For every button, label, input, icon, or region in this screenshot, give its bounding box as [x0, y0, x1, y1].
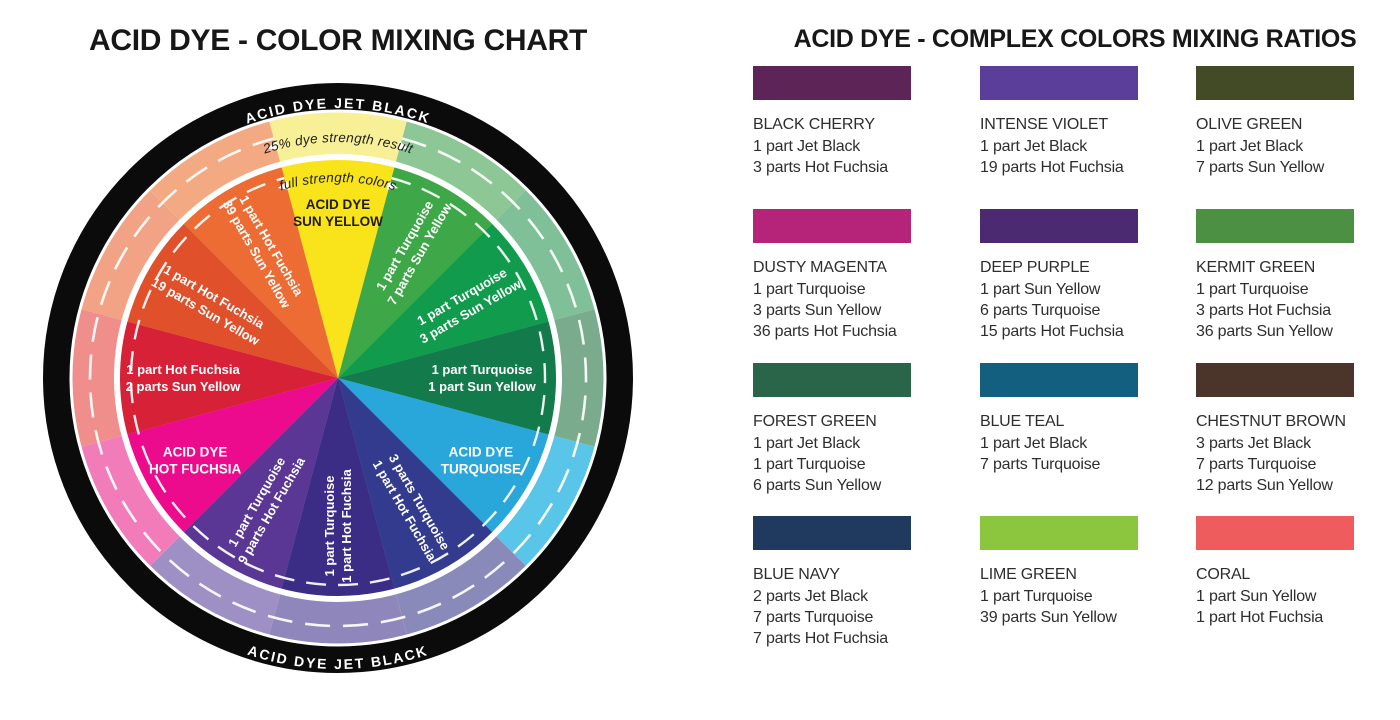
recipe-line: 3 parts Hot Fuchsia: [753, 159, 888, 176]
color-card: DEEP PURPLE 1 part Sun Yellow 6 parts Tu…: [980, 209, 1145, 342]
color-name: FOREST GREEN: [753, 413, 877, 430]
full-strength-boundary: [114, 154, 562, 602]
recipe-line: 36 parts Hot Fuchsia: [753, 323, 897, 340]
recipe-line: 1 part Turquoise: [980, 588, 1093, 605]
wheel-full-sector: [116, 320, 338, 436]
wheel-full-sector: [338, 221, 552, 378]
wheel-full-sector: [181, 164, 338, 378]
color-swatch: [1196, 209, 1354, 243]
recipe-line: 7 parts Turquoise: [980, 456, 1101, 473]
dashed-arc-inner: [129, 176, 547, 587]
color-swatch: [753, 209, 911, 243]
left-chart-title: ACID DYE - COLOR MIXING CHART: [89, 24, 587, 57]
legend-arrow-icon: [386, 180, 399, 190]
color-card: CHESTNUT BROWN 3 parts Jet Black 7 parts…: [1196, 363, 1361, 496]
recipe-line: 1 part Sun Yellow: [980, 281, 1101, 298]
color-name: BLUE NAVY: [753, 566, 840, 583]
recipe-line: 3 parts Hot Fuchsia: [1196, 302, 1331, 319]
color-swatch: [980, 363, 1138, 397]
color-swatch: [753, 363, 911, 397]
color-card: BLUE TEAL 1 part Jet Black 7 parts Turqu…: [980, 363, 1145, 475]
color-name: DUSTY MAGENTA: [753, 259, 887, 276]
wheel-full-sector: [338, 378, 552, 535]
recipe-line: 1 part Jet Black: [753, 138, 861, 155]
wheel-full-sector: [181, 378, 338, 592]
recipe-line: 1 part Sun Yellow: [1196, 588, 1317, 605]
recipe-line: 1 part Turquoise: [1196, 281, 1309, 298]
color-card: KERMIT GREEN 1 part Turquoise 3 parts Ho…: [1196, 209, 1361, 342]
color-swatch: [1196, 66, 1354, 100]
color-card: LIME GREEN 1 part Turquoise 39 parts Sun…: [980, 516, 1145, 628]
color-swatch: [1196, 363, 1354, 397]
wheel-segment-label: 1 part Turquoise 1 part Sun Yellow: [428, 362, 536, 394]
color-card: CORAL 1 part Sun Yellow 1 part Hot Fuchs…: [1196, 516, 1361, 628]
color-card: OLIVE GREEN 1 part Jet Black 7 parts Sun…: [1196, 66, 1361, 178]
recipe-line: 1 part Jet Black: [753, 435, 861, 452]
wheel-segment-label: 1 part Hot Fuchsia 2 parts Sun Yellow: [126, 362, 242, 394]
color-swatch: [1196, 516, 1354, 550]
recipe-line: 6 parts Turquoise: [980, 302, 1101, 319]
wheel-segment-label: ACID DYE SUN YELLOW: [293, 197, 383, 229]
color-name: CHESTNUT BROWN: [1196, 413, 1346, 430]
legend-arrow-icon: [397, 141, 409, 151]
color-name: KERMIT GREEN: [1196, 259, 1316, 276]
recipe-line: 1 part Turquoise: [753, 281, 866, 298]
recipe-line: 12 parts Sun Yellow: [1196, 477, 1333, 494]
legend-arrow-icon: [277, 180, 290, 190]
recipe-line: 1 part Hot Fuchsia: [1196, 609, 1324, 626]
color-swatch: [753, 516, 911, 550]
recipe-line: 6 parts Sun Yellow: [753, 477, 882, 494]
color-card: DUSTY MAGENTA 1 part Turquoise 3 parts S…: [753, 209, 918, 342]
recipe-line: 7 parts Turquoise: [753, 609, 874, 626]
jet-black-ring: [43, 83, 633, 673]
recipe-line: 3 parts Sun Yellow: [753, 302, 882, 319]
recipe-line: 3 parts Jet Black: [1196, 435, 1311, 452]
color-card: BLUE NAVY 2 parts Jet Black 7 parts Turq…: [753, 516, 918, 649]
wheel-full-sector: [124, 378, 338, 535]
wheel-full-sector: [124, 221, 338, 378]
color-card: INTENSE VIOLET 1 part Jet Black 19 parts…: [980, 66, 1145, 178]
recipe-line: 1 part Turquoise: [753, 456, 866, 473]
color-card: FOREST GREEN 1 part Jet Black 1 part Tur…: [753, 363, 918, 496]
wheel-full-sector: [338, 378, 495, 592]
wheel-full-sector: [280, 156, 396, 378]
color-swatch: [753, 66, 911, 100]
recipe-line: 1 part Jet Black: [1196, 138, 1304, 155]
wheel-full-sector: [338, 164, 495, 378]
wheel-segment-label: 1 part Turquoise 1 part Hot Fuchsia: [322, 469, 354, 583]
recipe-line: 7 parts Hot Fuchsia: [753, 630, 888, 647]
color-name: BLACK CHERRY: [753, 116, 875, 133]
color-card: BLACK CHERRY 1 part Jet Black 3 parts Ho…: [753, 66, 918, 178]
recipe-line: 1 part Jet Black: [980, 435, 1088, 452]
recipe-line: 39 parts Sun Yellow: [980, 609, 1117, 626]
recipe-line: 15 parts Hot Fuchsia: [980, 323, 1124, 340]
color-name: DEEP PURPLE: [980, 259, 1090, 276]
color-swatch: [980, 516, 1138, 550]
recipe-line: 2 parts Jet Black: [753, 588, 868, 605]
color-swatch: [980, 209, 1138, 243]
wheel-full-sector: [338, 320, 560, 436]
recipe-line: 7 parts Sun Yellow: [1196, 159, 1325, 176]
color-swatch: [980, 66, 1138, 100]
color-name: INTENSE VIOLET: [980, 116, 1108, 133]
color-name: CORAL: [1196, 566, 1251, 583]
wheel-segment-label: ACID DYE TURQUOISE: [441, 445, 521, 477]
recipe-line: 36 parts Sun Yellow: [1196, 323, 1333, 340]
wheel-full-sector: [280, 378, 396, 600]
recipe-line: 19 parts Hot Fuchsia: [980, 159, 1124, 176]
wheel-segment-label: ACID DYE HOT FUCHSIA: [149, 445, 241, 477]
legend-arrow-icon: [267, 141, 279, 151]
recipe-line: 7 parts Turquoise: [1196, 456, 1317, 473]
right-panel-title: ACID DYE - COMPLEX COLORS MIXING RATIOS: [793, 25, 1357, 53]
color-name: LIME GREEN: [980, 566, 1077, 583]
dashed-arc-outer: [88, 137, 588, 628]
tint-ring-outer-edge: [69, 109, 607, 647]
recipe-line: 1 part Jet Black: [980, 138, 1088, 155]
color-name: BLUE TEAL: [980, 413, 1065, 430]
color-name: OLIVE GREEN: [1196, 116, 1303, 133]
